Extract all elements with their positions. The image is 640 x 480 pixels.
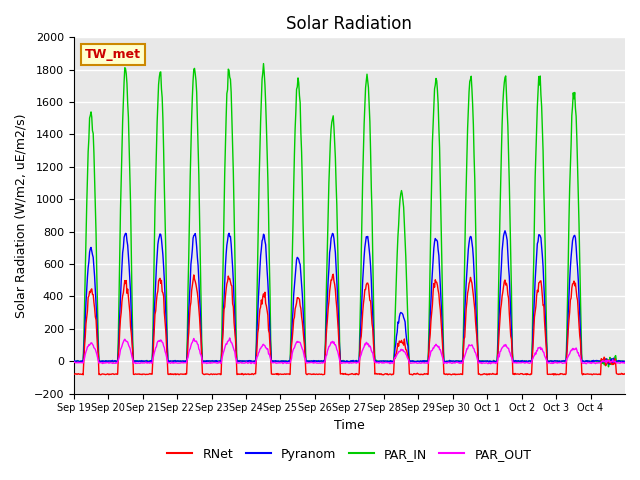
Y-axis label: Solar Radiation (W/m2, uE/m2/s): Solar Radiation (W/m2, uE/m2/s)	[15, 113, 28, 318]
Legend: RNet, Pyranom, PAR_IN, PAR_OUT: RNet, Pyranom, PAR_IN, PAR_OUT	[163, 443, 536, 466]
X-axis label: Time: Time	[334, 419, 365, 432]
Text: TW_met: TW_met	[85, 48, 141, 61]
Title: Solar Radiation: Solar Radiation	[287, 15, 412, 33]
